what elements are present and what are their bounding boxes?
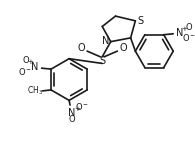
Text: O: O [119, 43, 127, 53]
Text: O: O [22, 56, 29, 65]
Text: S: S [99, 56, 105, 66]
Text: +: + [182, 26, 188, 32]
Text: O: O [78, 43, 85, 53]
Text: O$^-$: O$^-$ [75, 102, 90, 112]
Text: N: N [68, 108, 76, 118]
Text: N: N [102, 36, 110, 46]
Text: O$^-$: O$^-$ [19, 65, 33, 77]
Text: +: + [27, 59, 33, 65]
Text: N: N [176, 28, 183, 38]
Text: +: + [75, 106, 81, 112]
Text: O: O [186, 23, 193, 32]
Text: O: O [69, 115, 75, 124]
Text: CH$_3$: CH$_3$ [27, 85, 43, 97]
Text: N: N [31, 62, 39, 72]
Text: S: S [137, 16, 143, 26]
Text: O$^-$: O$^-$ [182, 32, 195, 43]
